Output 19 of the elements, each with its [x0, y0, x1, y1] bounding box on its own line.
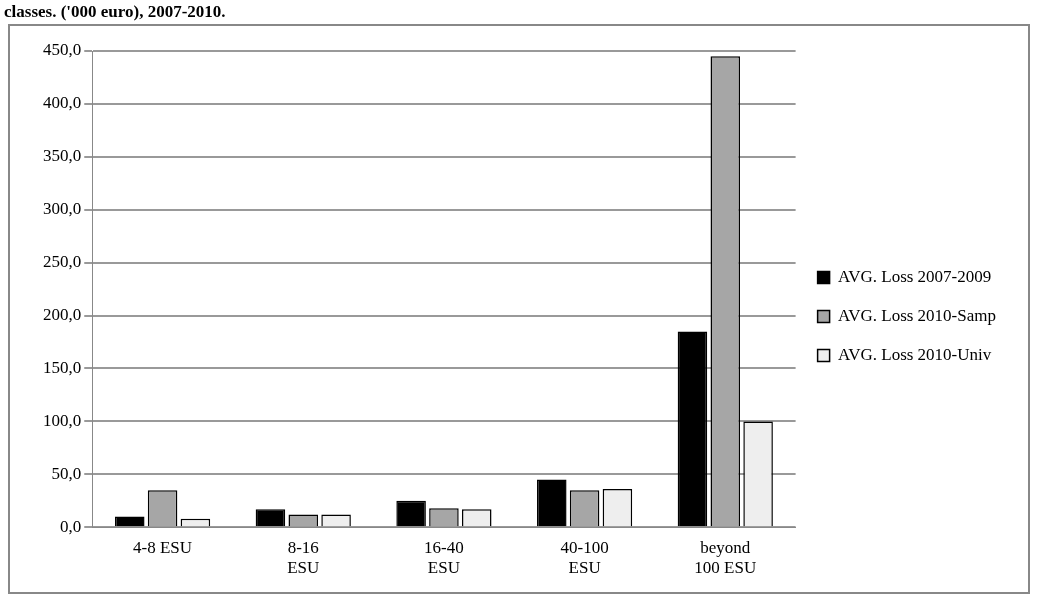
y-tick-label: 50,0: [51, 463, 82, 483]
y-tick-label: 100,0: [43, 410, 82, 430]
y-tick-label: 350,0: [43, 146, 82, 166]
y-tick-label: 450,0: [43, 40, 82, 60]
y-tick-label: 300,0: [43, 199, 82, 219]
chart-title: classes. ('000 euro), 2007-2010.: [3, 1, 227, 23]
y-tick-label: 250,0: [43, 252, 82, 272]
x-tick-label: 40-100 ESU: [560, 537, 609, 578]
y-tick-label: 400,0: [43, 93, 82, 113]
legend-label: AVG. Loss 2010-Univ: [838, 344, 992, 364]
x-tick-label: 4-8 ESU: [133, 537, 193, 557]
y-tick-label: 0,0: [60, 516, 82, 536]
x-tick-label: 16-40 ESU: [424, 537, 464, 578]
legend-label: AVG. Loss 2007-2009: [838, 266, 992, 286]
y-tick-label: 200,0: [43, 305, 82, 325]
x-tick-label: 8-16 ESU: [287, 537, 320, 578]
x-tick-label: beyond 100 ESU: [694, 537, 757, 578]
legend-label: AVG. Loss 2010-Samp: [838, 305, 996, 325]
y-tick-label: 150,0: [43, 357, 82, 377]
